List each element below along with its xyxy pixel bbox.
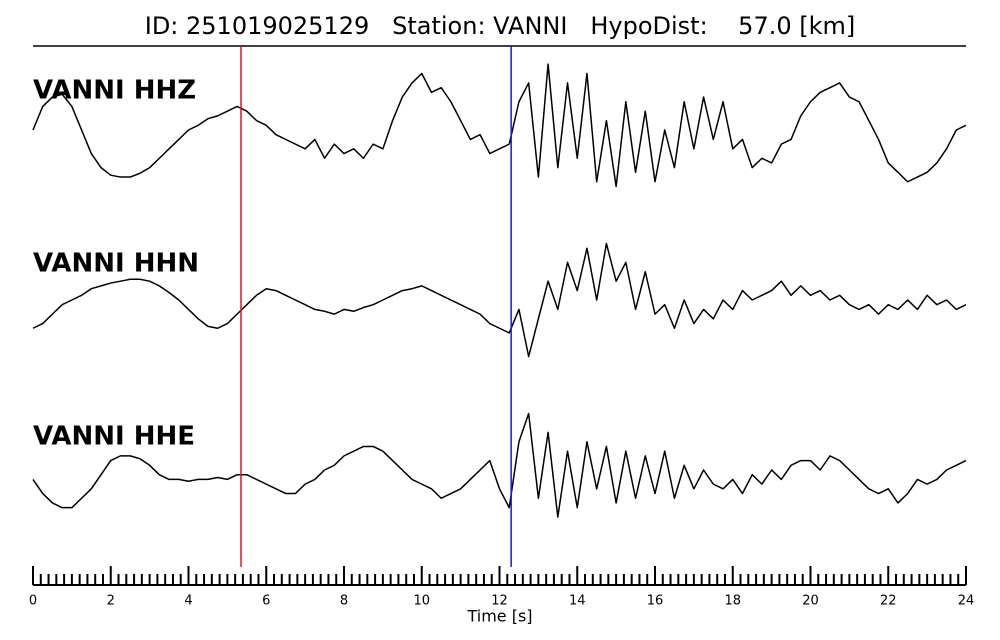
x-axis-label: Time [s] <box>466 607 532 626</box>
trace-label: VANNI HHE <box>33 422 195 452</box>
x-tick-label: 18 <box>724 594 741 609</box>
chart-title: ID: 251019025129 Station: VANNI HypoDist… <box>145 12 856 40</box>
x-tick-label: 24 <box>958 594 975 609</box>
trace-line <box>32 242 967 358</box>
trace-label: VANNI HHN <box>33 249 199 279</box>
x-tick-label: 4 <box>184 594 192 609</box>
x-tick-label: 10 <box>413 594 430 609</box>
trace-line <box>32 63 967 188</box>
x-tick-label: 8 <box>340 594 348 609</box>
x-tick-label: 16 <box>647 594 664 609</box>
x-tick-label: 6 <box>262 594 270 609</box>
x-tick-label: 2 <box>107 594 115 609</box>
x-tick-label: 0 <box>29 594 37 609</box>
x-tick-label: 22 <box>880 594 897 609</box>
x-tick-label: 14 <box>569 594 586 609</box>
x-tick-label: 12 <box>491 594 508 609</box>
trace-label: VANNI HHZ <box>33 76 196 106</box>
trace-line <box>32 412 967 518</box>
x-tick-label: 20 <box>802 594 819 609</box>
